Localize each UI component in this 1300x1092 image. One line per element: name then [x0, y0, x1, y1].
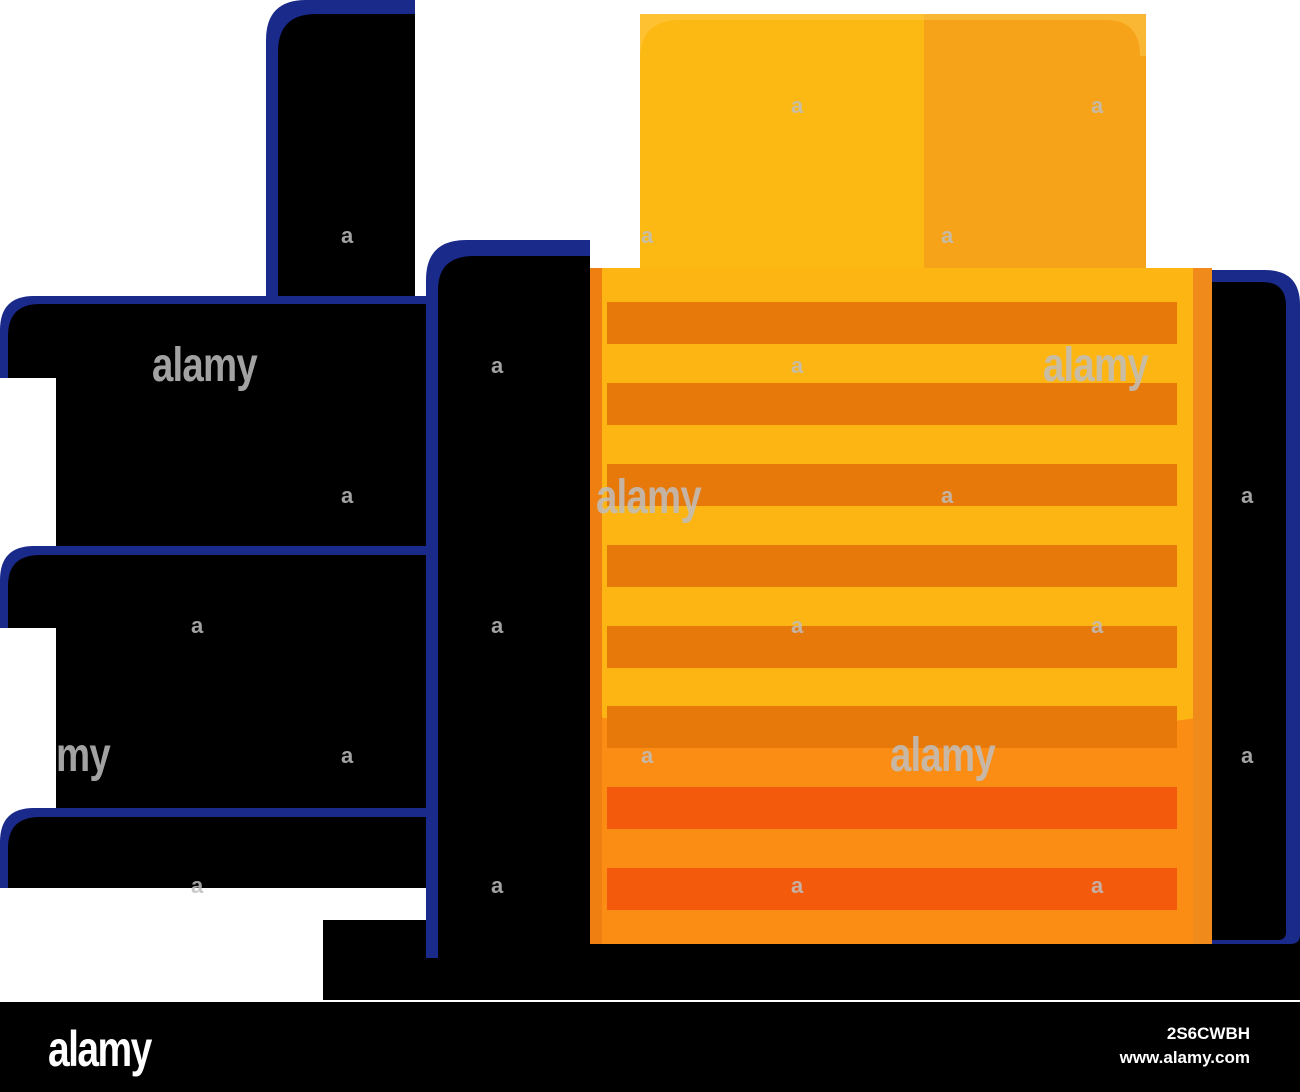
blocks-illustration — [0, 0, 1300, 1000]
top-box-left — [640, 14, 924, 270]
stripe — [607, 626, 1177, 668]
stripe — [607, 464, 1177, 506]
stripe — [607, 706, 1177, 748]
alamy-logo: alamy — [48, 1021, 152, 1077]
shelf-gap-top — [0, 378, 56, 546]
stripe — [607, 383, 1177, 425]
top-box-right — [924, 14, 1146, 270]
stripe — [607, 787, 1177, 829]
stripe — [607, 302, 1177, 344]
shelf-block-top-fill — [8, 304, 430, 378]
stripe — [607, 545, 1177, 587]
top-box-highlight — [640, 14, 1146, 60]
main-box-right-edge — [1193, 268, 1212, 944]
stock-footer-bar: alamy 2S6CWBH www.alamy.com — [0, 1002, 1300, 1092]
site-url: www.alamy.com — [1119, 1048, 1250, 1067]
right-panel-block-fill — [1200, 282, 1286, 940]
dark-blocks-group — [0, 0, 1300, 1000]
stripes-group — [607, 302, 1177, 910]
stripe — [607, 868, 1177, 910]
shelf-block-middle-fill — [8, 555, 430, 628]
shelf-gap-middle — [0, 628, 56, 808]
main-box-left-edge — [590, 268, 602, 944]
column-block-upper — [56, 378, 430, 546]
shelf-block-bottom-fill — [8, 817, 430, 888]
image-id: 2S6CWBH — [1166, 1024, 1250, 1043]
orange-box-group — [590, 14, 1212, 944]
left-panel-block-fill — [438, 256, 590, 958]
column-block-lower — [56, 628, 430, 808]
